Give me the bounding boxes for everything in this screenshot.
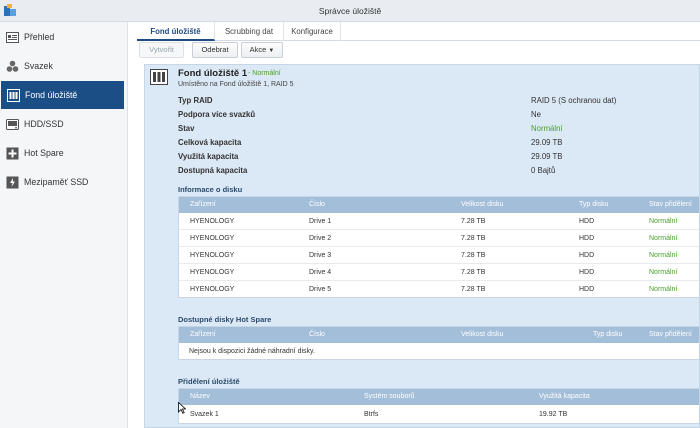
allocation-title: Přidělení úložiště — [178, 377, 240, 386]
sidebar-item-label: Mezipaměť SSD — [24, 177, 89, 187]
pool-title: Fond úložiště 1 — [178, 68, 248, 79]
sidebar-item-label: Hot Spare — [24, 148, 64, 158]
sidebar-item-hot-spare[interactable]: Hot Spare — [0, 139, 128, 167]
caret-down-icon: ▼ — [268, 48, 275, 54]
disk-info-title: Informace o disku — [178, 185, 243, 194]
total-capacity-label: Celková kapacita — [178, 138, 242, 147]
table-row[interactable]: Svazek 1 Btrfs 19.92 TB — [190, 411, 568, 418]
create-button[interactable]: Vytvořit — [139, 42, 184, 58]
raid-type-label: Typ RAID — [178, 96, 213, 105]
tab-storage-pool[interactable]: Fond úložiště — [137, 22, 215, 41]
disk-info-table: Zařízení Číslo Velikost disku Typ disku … — [178, 196, 700, 298]
raid-type-value: RAID 5 (S ochranou dat) — [531, 96, 617, 105]
column-header[interactable]: Velikost disku — [461, 201, 504, 208]
storage-manager-app-icon — [4, 4, 16, 16]
remove-button[interactable]: Odebrat — [192, 42, 238, 58]
tab-data-scrubbing[interactable]: Scrubbing dat — [215, 22, 284, 41]
total-capacity-value: 29.09 TB — [531, 138, 563, 147]
hot-spare-icon — [6, 147, 19, 160]
allocation-table: Název Systém souborů Využitá kapacita Sv… — [178, 388, 700, 424]
table-row[interactable]: HYENOLOGY Drive 5 7.28 TB HDD Normální — [190, 286, 678, 293]
used-capacity-value: 29.09 TB — [531, 152, 563, 161]
sidebar-item-label: HDD/SSD — [24, 119, 64, 129]
column-header[interactable]: Zařízení — [190, 201, 216, 208]
sidebar-item-label: Fond úložiště — [25, 90, 78, 100]
tab-configuration[interactable]: Konfigurace — [284, 22, 341, 41]
hot-spare-table: Zařízení Číslo Velikost disku Typ disku … — [178, 326, 700, 360]
storage-pool-icon — [150, 69, 168, 85]
column-header[interactable]: Číslo — [309, 201, 325, 208]
table-header: Zařízení Číslo Velikost disku Typ disku … — [179, 327, 699, 343]
table-row[interactable]: HYENOLOGY Drive 4 7.28 TB HDD Normální — [179, 264, 699, 281]
ssd-cache-icon — [6, 176, 19, 189]
table-row[interactable]: HYENOLOGY Drive 3 7.28 TB HDD Normální — [179, 247, 699, 264]
pool-location: Umístěno na Fond úložiště 1, RAID 5 — [178, 81, 294, 88]
column-header[interactable]: Typ disku — [579, 201, 609, 208]
multi-volume-label: Podpora více svazků — [178, 110, 256, 119]
column-header[interactable]: Číslo — [309, 331, 325, 338]
multi-volume-value: Ne — [531, 110, 541, 119]
disk-icon — [6, 118, 19, 131]
pool-status: - Normální — [248, 70, 281, 77]
sidebar-item-label: Přehled — [24, 32, 55, 42]
sidebar-item-ssd-cache[interactable]: Mezipaměť SSD — [0, 168, 128, 196]
window-title: Správce úložiště — [318, 6, 382, 16]
overview-icon — [6, 31, 19, 44]
column-header[interactable]: Stav přidělení — [649, 201, 692, 208]
sidebar-item-overview[interactable]: Přehled — [0, 23, 128, 51]
status-value: Normální — [531, 124, 563, 133]
column-header[interactable]: Velikost disku — [461, 331, 504, 338]
sidebar-item-storage-pool[interactable]: Fond úložiště — [1, 81, 124, 109]
used-capacity-label: Využitá kapacita — [178, 152, 239, 161]
table-header: Název Systém souborů Využitá kapacita — [179, 389, 699, 405]
sidebar: Přehled Svazek Fond úložiště HDD/SSD Hot… — [0, 22, 128, 428]
sidebar-item-label: Svazek — [24, 61, 53, 71]
column-header[interactable]: Stav přidělení — [649, 331, 692, 338]
column-header[interactable]: Typ disku — [593, 331, 623, 338]
table-row[interactable]: HYENOLOGY Drive 2 7.28 TB HDD Normální — [179, 230, 699, 247]
status-label: Stav — [178, 124, 195, 133]
storage-pool-icon — [7, 88, 20, 102]
table-row[interactable]: HYENOLOGY Drive 1 7.28 TB HDD Normální — [179, 213, 699, 230]
column-header[interactable]: Využitá kapacita — [539, 393, 590, 400]
table-header: Zařízení Číslo Velikost disku Typ disku … — [179, 197, 699, 213]
available-capacity-label: Dostupná kapacita — [178, 166, 248, 175]
available-capacity-value: 0 Bajtů — [531, 166, 556, 175]
column-header[interactable]: Zařízení — [190, 331, 216, 338]
column-header[interactable]: Systém souborů — [364, 393, 415, 400]
mouse-cursor-icon — [178, 402, 186, 414]
tab-bar: Fond úložiště Scrubbing dat Konfigurace — [137, 22, 700, 41]
sidebar-item-volume[interactable]: Svazek — [0, 52, 128, 80]
empty-message: Nejsou k dispozici žádné náhradní disky. — [189, 348, 315, 355]
sidebar-item-hdd-ssd[interactable]: HDD/SSD — [0, 110, 128, 138]
hot-spare-title: Dostupné disky Hot Spare — [178, 315, 272, 324]
column-header[interactable]: Název — [190, 393, 210, 400]
action-button-label: Akce — [249, 45, 267, 54]
action-button[interactable]: Akce ▼ — [241, 42, 283, 58]
title-bar: Správce úložiště — [0, 0, 700, 22]
volume-icon — [6, 60, 19, 73]
